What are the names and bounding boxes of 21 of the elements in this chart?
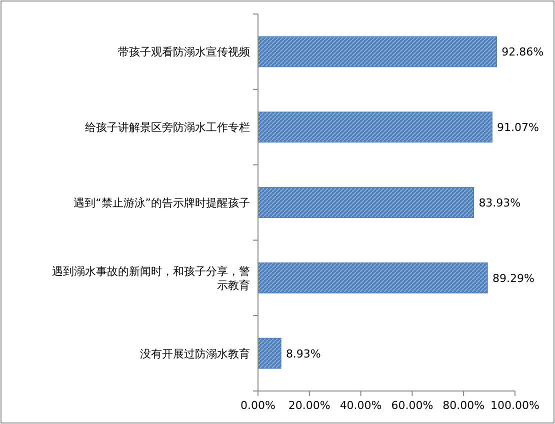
x-tick-label: 20.00%	[288, 399, 330, 412]
y-tick-label: 遇到“禁止游泳”的告示牌时提醒孩子	[74, 196, 250, 210]
y-tick-label: 遇到溺水事故的新闻时，和孩子分享，警示教育	[52, 264, 250, 292]
x-tick-label: 100.00%	[490, 399, 540, 412]
bar	[258, 338, 282, 369]
bar	[258, 262, 488, 294]
x-tick-label: 80.00%	[442, 399, 485, 412]
data-label: 92.86%	[502, 46, 544, 59]
data-label: 83.93%	[478, 196, 521, 210]
bar	[258, 36, 498, 68]
bar	[258, 112, 492, 143]
data-label: 8.93%	[286, 347, 321, 360]
bar	[258, 187, 474, 218]
y-tick-label: 带孩子观看防溺水宣传视频	[118, 46, 250, 59]
x-tick-label: 0.00%	[240, 399, 276, 412]
data-label: 91.07%	[497, 121, 540, 134]
data-label: 89.29%	[492, 272, 534, 285]
y-tick-label: 没有开展过防溺水教育	[140, 347, 250, 360]
x-tick-label: 40.00%	[340, 399, 382, 412]
y-tick-label: 给孩子讲解景区旁防溺水工作专栏	[85, 121, 250, 134]
x-tick-label: 60.00%	[391, 399, 434, 412]
